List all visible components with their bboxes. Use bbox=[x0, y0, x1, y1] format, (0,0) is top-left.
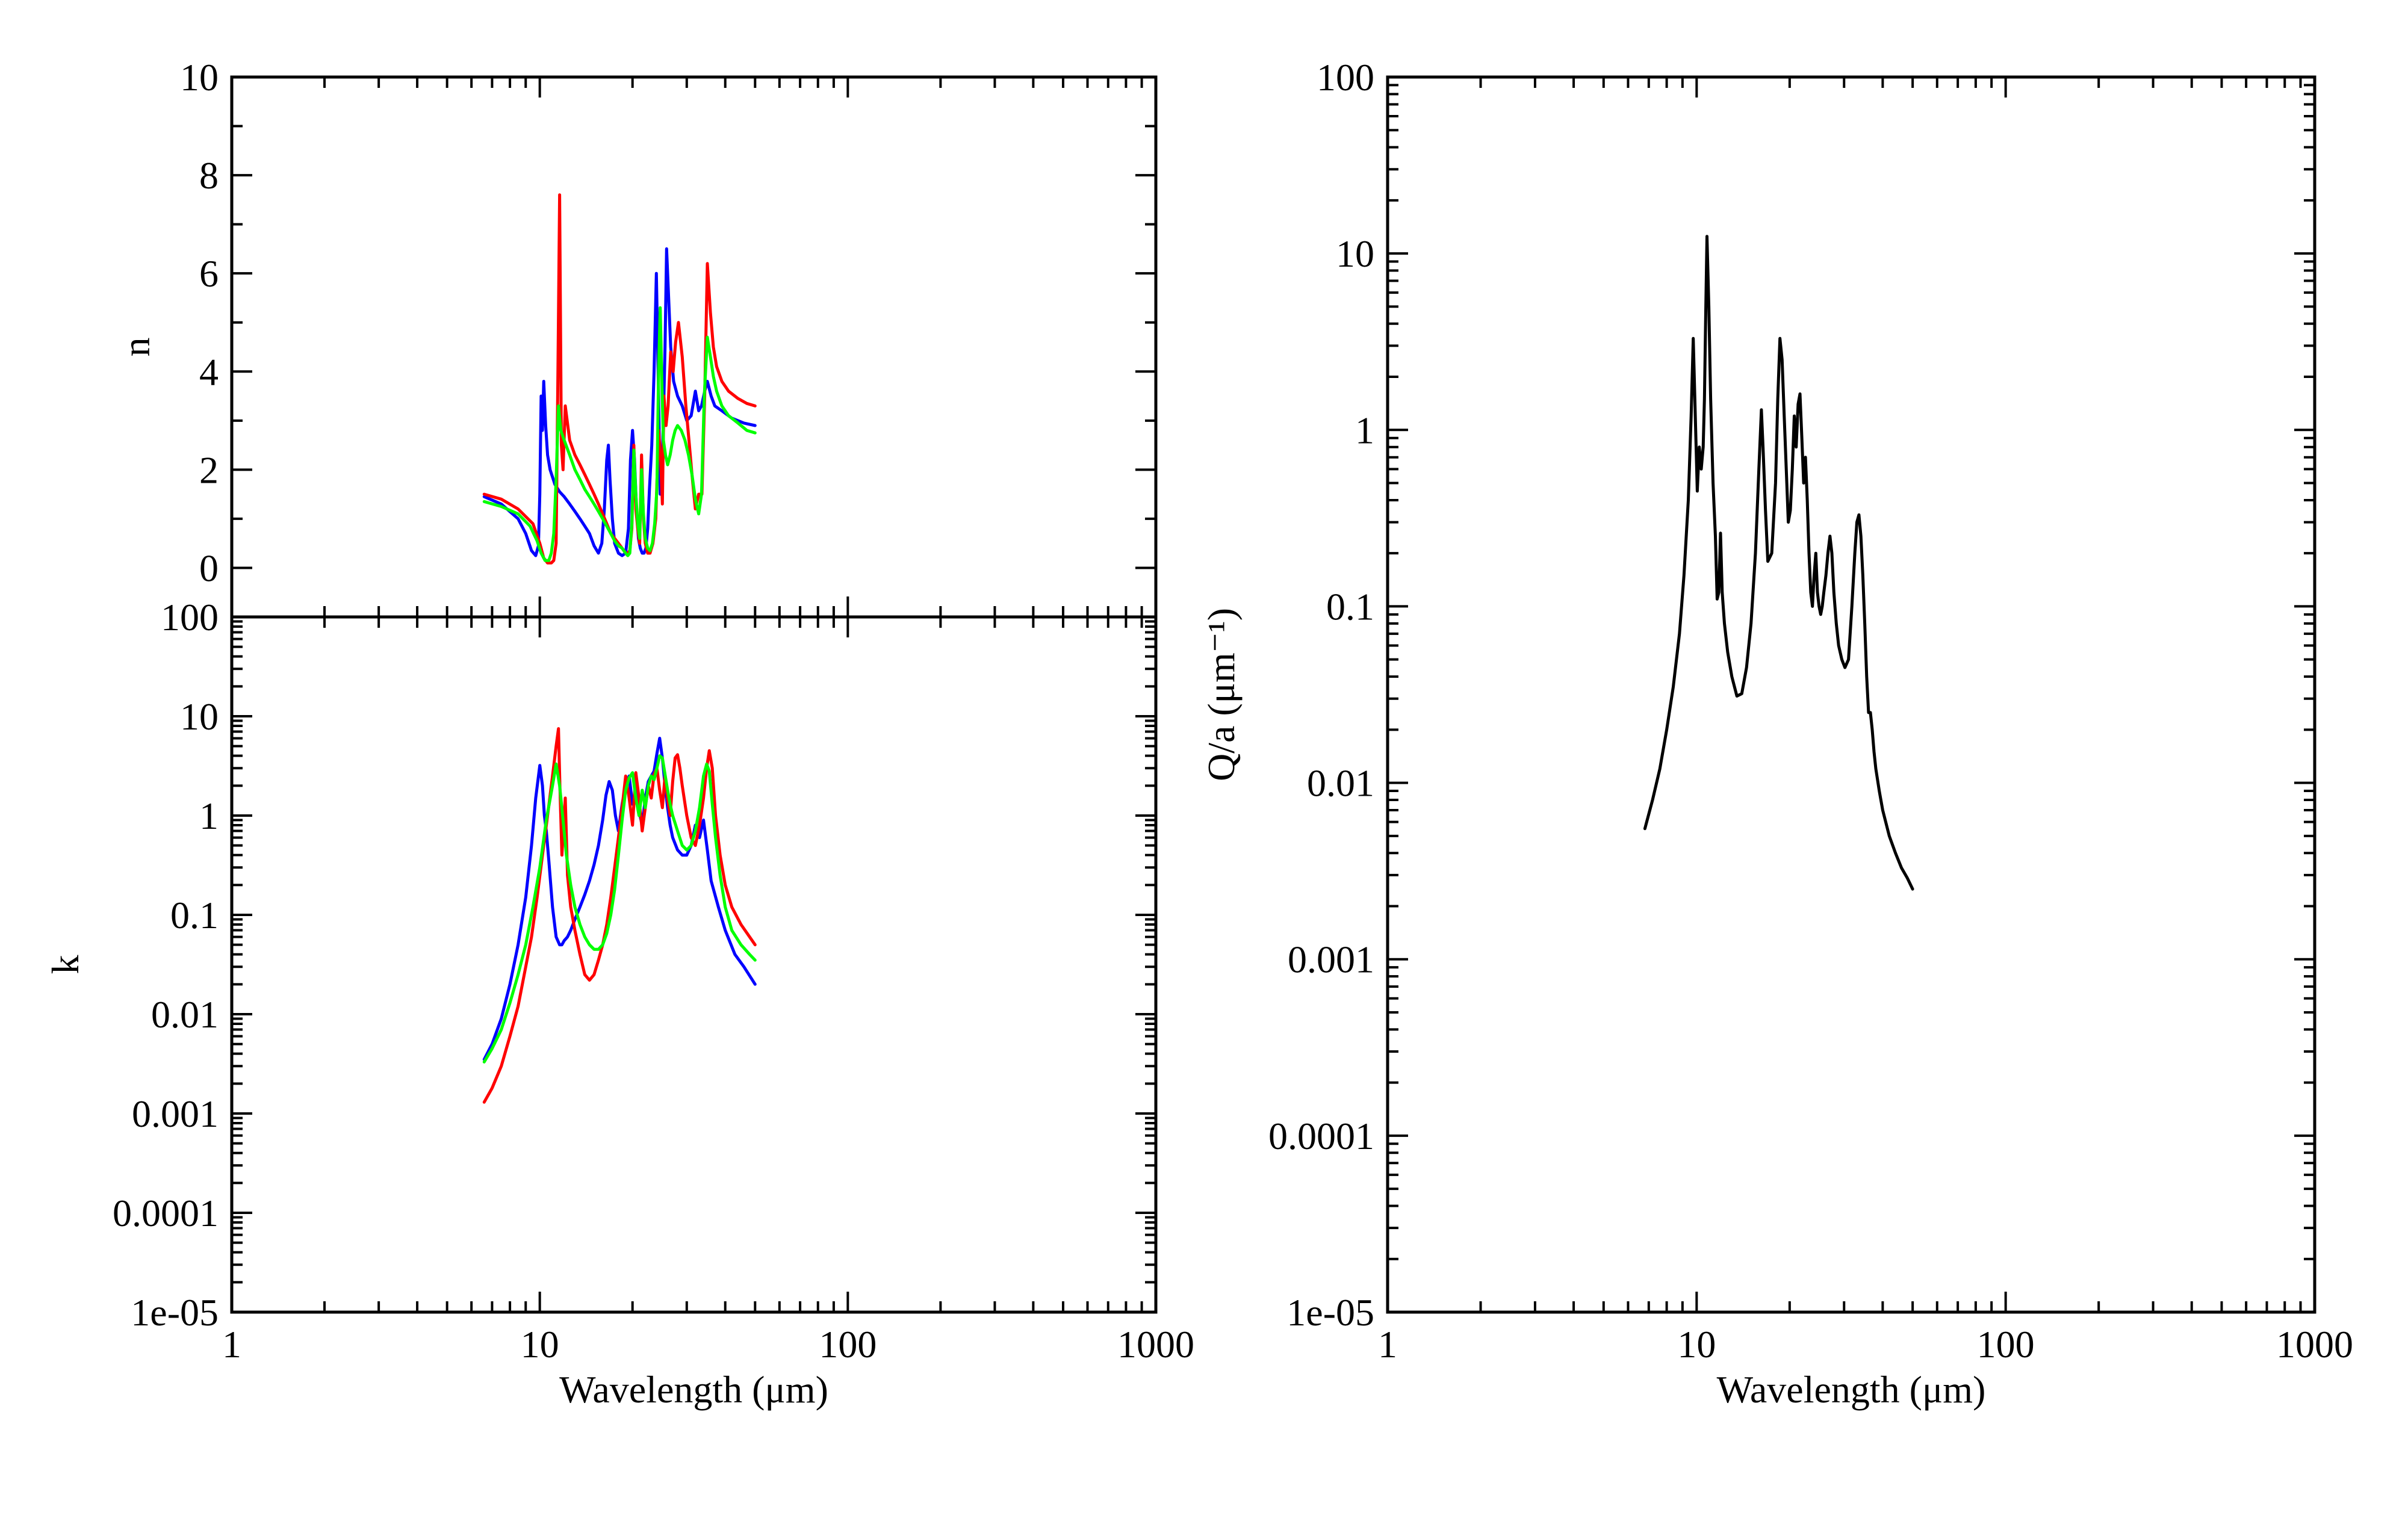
y-tick-label: 0.01 bbox=[1307, 762, 1374, 805]
series-line-k-2 bbox=[482, 754, 757, 1064]
plot-k: 1 10 100 10001e-050.00010.0010.010.1110100W… bbox=[44, 596, 1194, 1411]
x-axis-title: Wavelength (μm) bbox=[559, 1368, 828, 1411]
plot-frame-n bbox=[230, 75, 1158, 619]
x-axis-title: Wavelength (μm) bbox=[1717, 1368, 1986, 1411]
y-tick-label: 0 bbox=[199, 547, 219, 589]
y-axis-title: n bbox=[115, 338, 158, 357]
y-tick-label: 1e-05 bbox=[1286, 1291, 1374, 1334]
series-line-n-2 bbox=[482, 306, 757, 562]
y-tick-label: 8 bbox=[199, 154, 219, 197]
series-line-n-0 bbox=[482, 247, 757, 557]
y-tick-label: 1 bbox=[1355, 409, 1374, 451]
y-tick-label: 100 bbox=[1317, 56, 1374, 99]
x-tick-label: 100 bbox=[1977, 1323, 2035, 1366]
y-axis-title: k bbox=[44, 955, 87, 974]
x-tick-label: 1000 bbox=[2276, 1323, 2353, 1366]
y-tick-label: 10 bbox=[1336, 232, 1374, 275]
x-tick-label: 10 bbox=[521, 1323, 559, 1366]
y-tick-label: 10 bbox=[180, 695, 219, 738]
x-tick-label: 1 bbox=[1378, 1323, 1397, 1366]
y-tick-label: 100 bbox=[161, 596, 219, 639]
y-tick-label: 0.001 bbox=[1288, 938, 1374, 981]
plot-frame-q bbox=[1386, 75, 2316, 1314]
plot-q: 1 10 100 10001e-050.00010.0010.010.1110100W… bbox=[1200, 56, 2353, 1411]
y-tick-label: 0.1 bbox=[1326, 585, 1374, 628]
y-tick-label: 0.0001 bbox=[1268, 1115, 1374, 1157]
x-tick-label: 10 bbox=[1677, 1323, 1716, 1366]
y-axis-title: Q/a (μm⁻¹) bbox=[1200, 608, 1243, 781]
y-tick-label: 2 bbox=[199, 448, 219, 491]
y-tick-label: 1e-05 bbox=[131, 1291, 219, 1334]
y-tick-label: 4 bbox=[199, 350, 219, 393]
plot-frame-k bbox=[230, 615, 1158, 1314]
series-line-q-0 bbox=[1643, 235, 1914, 891]
series-line-k-1 bbox=[482, 727, 757, 1104]
plot-n: 0 2 4 6 8 10 n bbox=[115, 56, 1158, 619]
y-tick-label: 1 bbox=[199, 794, 219, 837]
x-tick-label: 1 bbox=[222, 1323, 241, 1366]
y-tick-label: 6 bbox=[199, 252, 219, 295]
y-tick-label: 0.0001 bbox=[113, 1192, 219, 1234]
x-tick-label: 1000 bbox=[1117, 1323, 1194, 1366]
y-tick-label: 0.01 bbox=[151, 993, 219, 1036]
y-tick-label: 10 bbox=[180, 56, 219, 99]
x-tick-label: 100 bbox=[819, 1323, 877, 1366]
y-tick-label: 0.001 bbox=[132, 1092, 219, 1135]
y-tick-label: 0.1 bbox=[170, 894, 219, 937]
